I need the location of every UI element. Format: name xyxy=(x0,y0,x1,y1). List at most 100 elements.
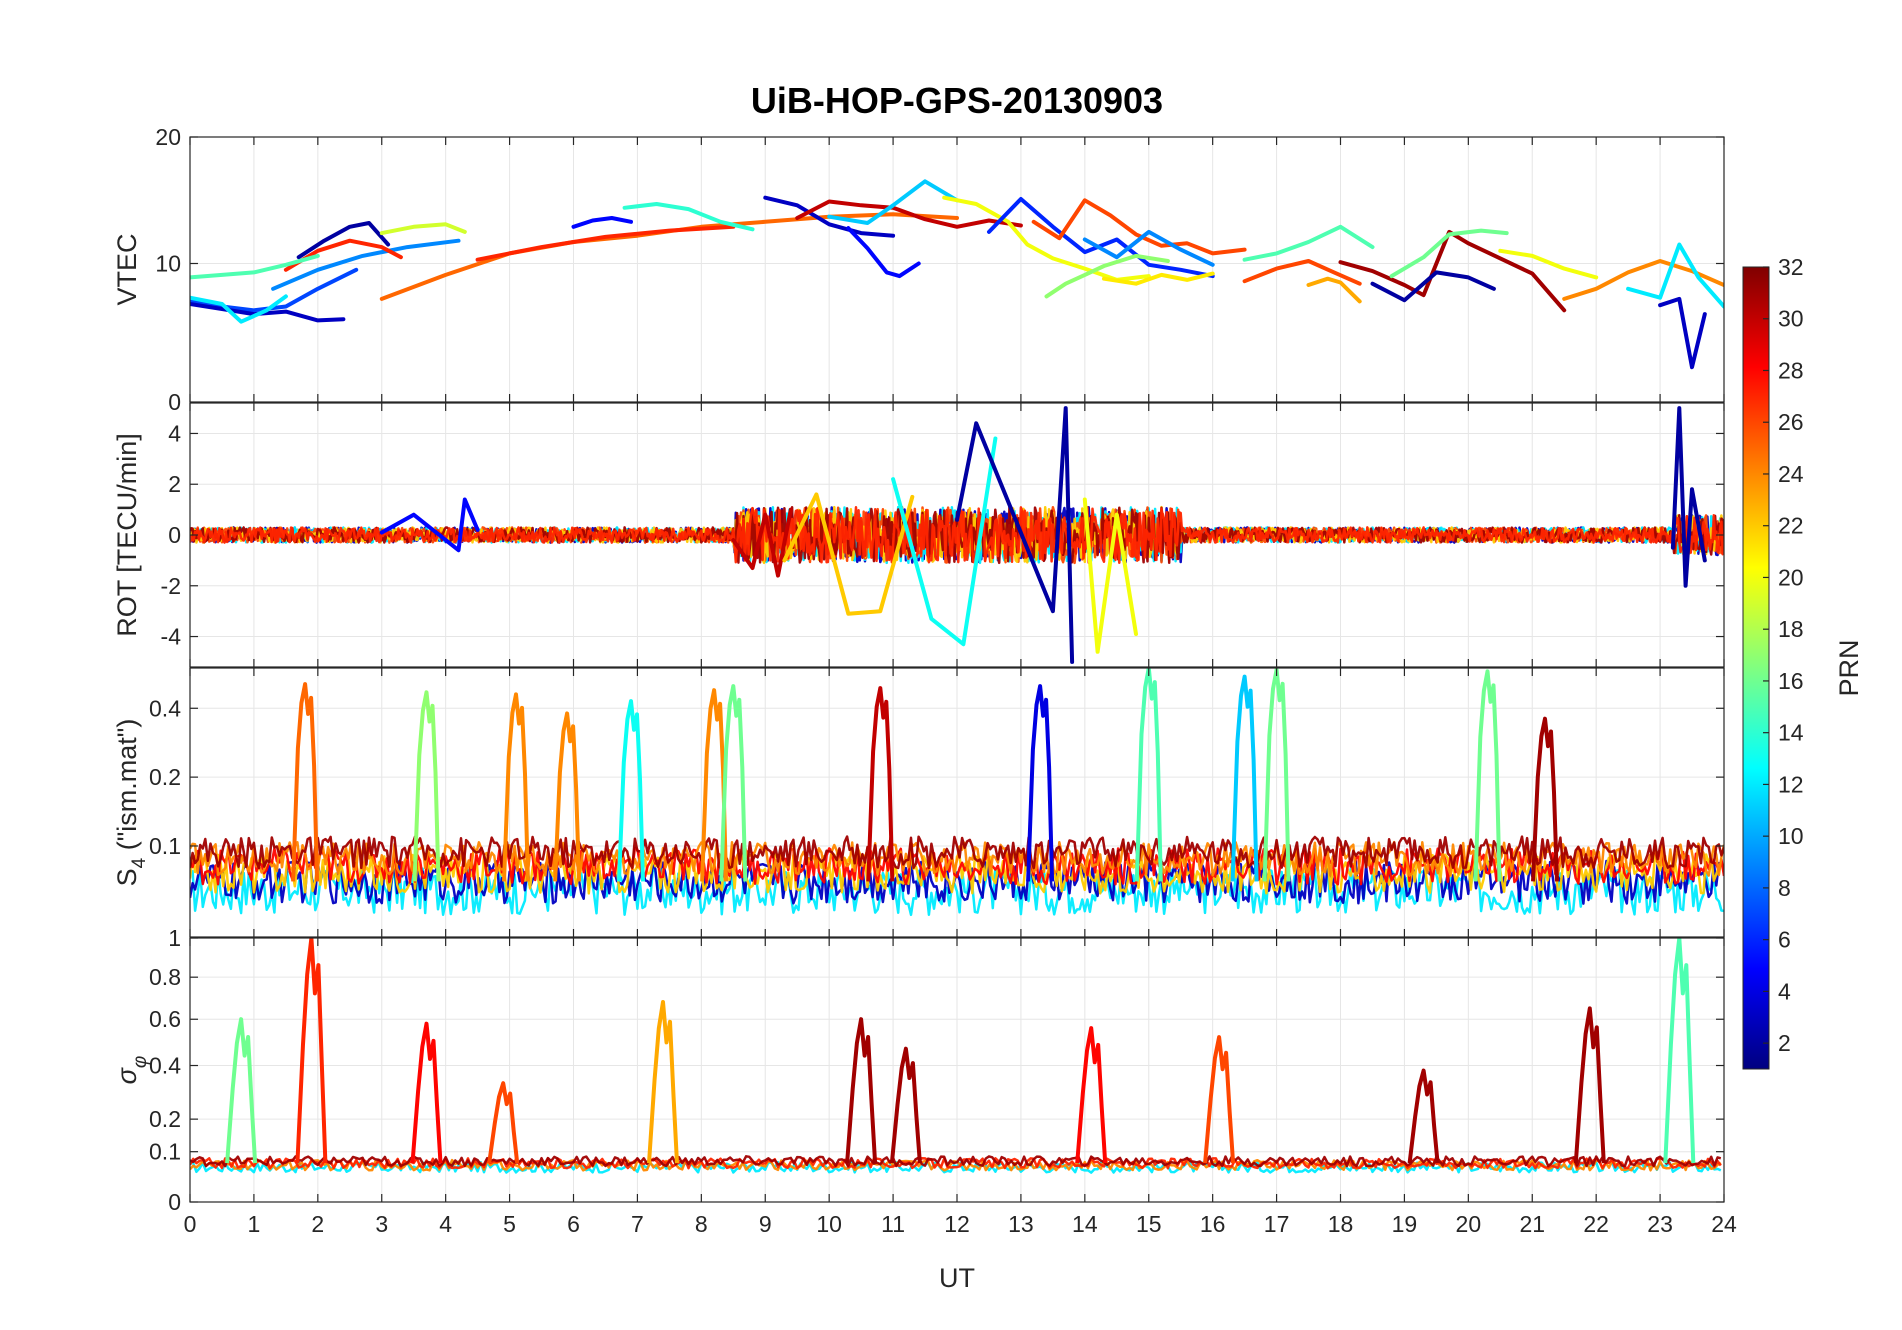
colorbar-tick-label: 2 xyxy=(1778,1030,1791,1056)
colorbar-tick-label: 18 xyxy=(1778,616,1804,642)
x-tick-label: 15 xyxy=(1136,1211,1162,1237)
rot-series-prn-5-0 xyxy=(379,497,480,553)
colorbar-label: PRN xyxy=(1834,639,1864,696)
x-tick-label: 11 xyxy=(881,1211,905,1237)
rot-series-prn-20-5 xyxy=(1082,497,1138,654)
colorbar-tick-label: 28 xyxy=(1778,357,1804,383)
colorbar-tick-label: 16 xyxy=(1778,668,1804,694)
vtec-series-prn-9-3 xyxy=(271,238,461,291)
vtec-series-prn-6-17 xyxy=(987,197,1215,279)
sigma-peak-prn-27-1 xyxy=(295,938,328,1164)
colorbar-tick-label: 10 xyxy=(1778,823,1804,849)
s4-peak-prn-16-11 xyxy=(1262,668,1291,882)
colorbar-tick-label: 20 xyxy=(1778,564,1804,590)
x-tick-label: 12 xyxy=(944,1211,970,1237)
sigma-peak-prn-16-0 xyxy=(225,1017,258,1164)
panel-sigma-phi-data xyxy=(190,938,1722,1174)
y-tick-label: 4 xyxy=(168,420,181,446)
rot-series-prn-2-4 xyxy=(955,406,1075,664)
x-tick-label: 2 xyxy=(311,1211,324,1237)
x-tick-label: 24 xyxy=(1711,1211,1737,1237)
y-tick-label: 0 xyxy=(168,389,181,415)
panel-rot-ylabel: ROT [TECU/min] xyxy=(112,433,142,637)
panel-rot: 4 2 0 -2 -4 ROT [TECU/min] xyxy=(112,402,1725,668)
vtec-series-prn-23-24 xyxy=(1306,276,1362,304)
s4-peak-prn-15-9 xyxy=(1134,668,1163,882)
y-tick-label: 0 xyxy=(168,522,181,548)
sigma-peak-prn-28-2 xyxy=(410,1021,443,1164)
x-tick-label: 21 xyxy=(1519,1211,1545,1237)
colorbar-tick-label: 14 xyxy=(1778,720,1804,746)
panel-sigma-phi-ylabel: σφ xyxy=(112,1056,151,1085)
panel-s4: 0.40.20.1S4 ("ism.mat") xyxy=(112,667,1725,938)
vtec-series-prn-2-0 xyxy=(296,221,391,260)
vtec-series-prn-15-22 xyxy=(1242,224,1375,262)
panel-rot-data xyxy=(190,406,1724,664)
x-axis-label: UT xyxy=(939,1263,975,1293)
vtec-series-prn-25-8 xyxy=(379,212,959,301)
vtec-series-prn-3-12 xyxy=(763,195,896,238)
vtec-series-prn-2-27 xyxy=(1370,270,1496,303)
y-tick-label: 0.1 xyxy=(149,1139,181,1165)
panel-vtec-ylabel: VTEC xyxy=(112,233,142,305)
colorbar-tick-label: 6 xyxy=(1778,927,1791,953)
s4-peak-prn-24-5 xyxy=(700,688,729,882)
s4-peak-prn-16-12 xyxy=(1473,669,1502,882)
vtec-series-prn-26-18 xyxy=(1031,198,1247,256)
s4-peak-prn-16-6 xyxy=(719,684,748,882)
s4-peak-prn-13-4 xyxy=(617,699,645,882)
panel-s4-ylabel: S4 ("ism.mat") xyxy=(112,719,150,887)
x-tick-label: 18 xyxy=(1328,1211,1354,1237)
s4-peak-prn-25-0 xyxy=(291,682,320,882)
vtec-series-prn-3-2 xyxy=(190,302,346,323)
chart-title: UiB-HOP-GPS-20130903 xyxy=(751,80,1163,121)
x-tick-label: 7 xyxy=(631,1211,644,1237)
vtec-series-prn-16-26 xyxy=(1389,228,1509,279)
y-tick-label: 0.4 xyxy=(149,1053,181,1079)
rot-series-prn-2-6 xyxy=(1670,406,1707,588)
vtec-series-prn-3-31 xyxy=(1658,296,1707,370)
colorbar-tick-label: 32 xyxy=(1778,254,1804,280)
vtec-series-prn-12-6 xyxy=(190,294,288,324)
vtec-series-prn-21-21 xyxy=(1102,271,1215,286)
x-tick-label: 3 xyxy=(375,1211,388,1237)
vtec-series-prn-5-14 xyxy=(846,226,921,279)
vtec-series-prn-12-30 xyxy=(1626,242,1724,309)
y-tick-label: -4 xyxy=(161,624,182,650)
sigma-peak-prn-26-3 xyxy=(487,1081,520,1164)
colorbar-tick-label: 4 xyxy=(1778,978,1791,1004)
s4-noise-band-prn-24 xyxy=(190,840,1724,877)
vtec-series-prn-5-10 xyxy=(571,216,633,229)
colorbar-tick-label: 12 xyxy=(1778,771,1804,797)
x-tick-label: 13 xyxy=(1008,1211,1034,1237)
sigma-peak-prn-31-5 xyxy=(845,1017,878,1164)
vtec-series-prn-14-11 xyxy=(622,202,755,232)
x-tick-label: 17 xyxy=(1264,1211,1290,1237)
colorbar-tick-label: 30 xyxy=(1778,306,1804,332)
x-tick-label: 14 xyxy=(1072,1211,1098,1237)
vtec-series-prn-11-15 xyxy=(827,179,959,225)
sigma-peak-prn-31-6 xyxy=(889,1046,922,1164)
x-tick-label: 16 xyxy=(1200,1211,1226,1237)
rot-series-prn-13-3 xyxy=(891,436,998,647)
vtec-series-prn-17-19 xyxy=(1044,253,1170,299)
sigma-peak-prn-28-7 xyxy=(1075,1026,1108,1164)
panel-vtec-grid xyxy=(189,137,1725,402)
s4-peak-prn-17-1 xyxy=(412,690,441,882)
y-tick-label: 0.4 xyxy=(149,695,181,721)
colorbar-tick-label: 26 xyxy=(1778,409,1804,435)
ylabel-main: σ xyxy=(112,1066,142,1084)
panel-vtec: 20 10 0 VTEC xyxy=(112,124,1725,415)
ylabel-subscript: φ xyxy=(130,1056,151,1068)
y-tick-label: 0.2 xyxy=(149,1106,181,1132)
panel-vtec-data xyxy=(190,179,1724,370)
x-tick-label: 5 xyxy=(503,1211,516,1237)
y-tick-label: 0.2 xyxy=(149,764,181,790)
x-tick-label: 19 xyxy=(1392,1211,1418,1237)
vtec-series-prn-20-28 xyxy=(1498,248,1599,280)
y-tick-label: 0 xyxy=(168,1189,181,1215)
s4-peak-prn-30-7 xyxy=(866,686,895,882)
x-tick-label: 8 xyxy=(695,1211,708,1237)
